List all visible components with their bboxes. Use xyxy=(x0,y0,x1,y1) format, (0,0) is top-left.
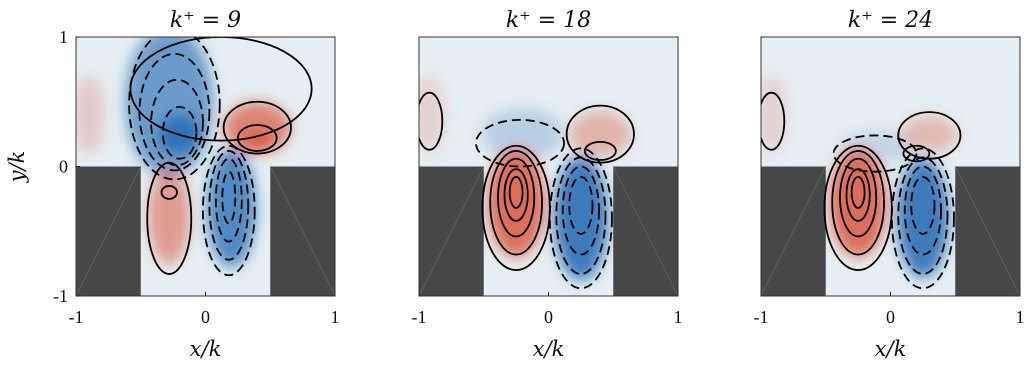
positive-region xyxy=(76,75,105,154)
negative-contour xyxy=(221,170,237,225)
positive-region xyxy=(419,75,445,154)
positive-contour xyxy=(497,157,536,238)
negative-contour xyxy=(208,150,250,261)
negative-contour xyxy=(202,144,256,277)
negative-contour xyxy=(561,165,600,256)
panel-title: k⁺ = 24 xyxy=(848,8,933,33)
negative-contour xyxy=(568,175,594,235)
positive-contour xyxy=(831,150,885,256)
x-tick-label: 0 xyxy=(544,307,553,327)
x-tick-label: -1 xyxy=(412,307,427,327)
y-tick-label: -1 xyxy=(53,286,68,306)
positive-contour xyxy=(146,161,193,275)
wall-diagonal xyxy=(761,166,827,296)
negative-contour xyxy=(475,118,565,168)
y-axis-label: y/k xyxy=(5,151,29,184)
positive-region xyxy=(148,166,190,265)
positive-region xyxy=(487,148,545,258)
wall-diagonal xyxy=(419,166,485,296)
positive-contour xyxy=(222,100,292,155)
panel-title: k⁺ = 18 xyxy=(506,8,591,33)
negative-contour xyxy=(832,134,918,173)
contour-lines xyxy=(419,91,635,290)
x-tick-label: 1 xyxy=(1016,307,1025,327)
x-tick-label: 1 xyxy=(674,307,683,327)
contour-lines xyxy=(761,91,962,290)
negative-contour xyxy=(548,147,613,290)
positive-contour xyxy=(761,91,786,151)
negative-contour xyxy=(903,165,942,256)
positive-contour xyxy=(902,144,931,163)
x-axis-label: x/k xyxy=(190,337,222,361)
contour-panel: -1 0 1 k⁺ = 24 x/k xyxy=(754,8,1025,361)
wall-diagonal xyxy=(954,166,1020,296)
panel-title: k⁺ = 9 xyxy=(170,8,241,33)
y-tick-label: 0 xyxy=(59,157,68,177)
negative-contour xyxy=(161,106,198,160)
negative-contour xyxy=(128,37,221,181)
positive-contour xyxy=(419,91,444,151)
positive-region xyxy=(223,101,291,154)
x-axis-label: x/k xyxy=(533,337,565,361)
positive-contour xyxy=(845,168,871,222)
negative-contour xyxy=(910,175,936,235)
positive-contour xyxy=(897,111,962,160)
positive-contour xyxy=(850,175,866,209)
wall-diagonal xyxy=(612,166,678,296)
negative-region xyxy=(553,156,609,281)
x-tick-label: -1 xyxy=(69,307,84,327)
negative-region xyxy=(896,158,949,278)
contour-panel: -1 0 1 -1 0 1 k⁺ = 9 x/k y/k xyxy=(5,8,340,361)
positive-contour xyxy=(583,140,617,161)
negative-contour xyxy=(890,147,955,290)
positive-contour xyxy=(489,150,543,256)
x-tick-label: 0 xyxy=(886,307,895,327)
positive-region xyxy=(761,75,787,154)
negative-contour xyxy=(555,156,607,275)
negative-contour xyxy=(150,78,204,167)
x-axis-label: x/k xyxy=(875,337,907,361)
positive-contour xyxy=(236,124,278,152)
contour-panel: -1 0 1 k⁺ = 18 x/k xyxy=(412,8,683,361)
positive-region xyxy=(241,131,273,150)
y-tick-label: 1 xyxy=(59,27,68,47)
wall-diagonal xyxy=(76,166,142,296)
positive-contour xyxy=(503,168,529,222)
negative-contour xyxy=(214,157,243,243)
x-tick-label: -1 xyxy=(754,307,769,327)
positive-contour xyxy=(160,185,178,200)
wall-diagonal xyxy=(269,166,335,296)
positive-region xyxy=(900,115,958,153)
x-tick-label: 1 xyxy=(331,307,340,327)
positive-region xyxy=(569,110,632,158)
negative-contour xyxy=(897,156,949,275)
x-tick-label: 0 xyxy=(201,307,210,327)
positive-region xyxy=(829,148,887,258)
positive-contour xyxy=(508,175,524,209)
positive-contour xyxy=(839,157,878,238)
